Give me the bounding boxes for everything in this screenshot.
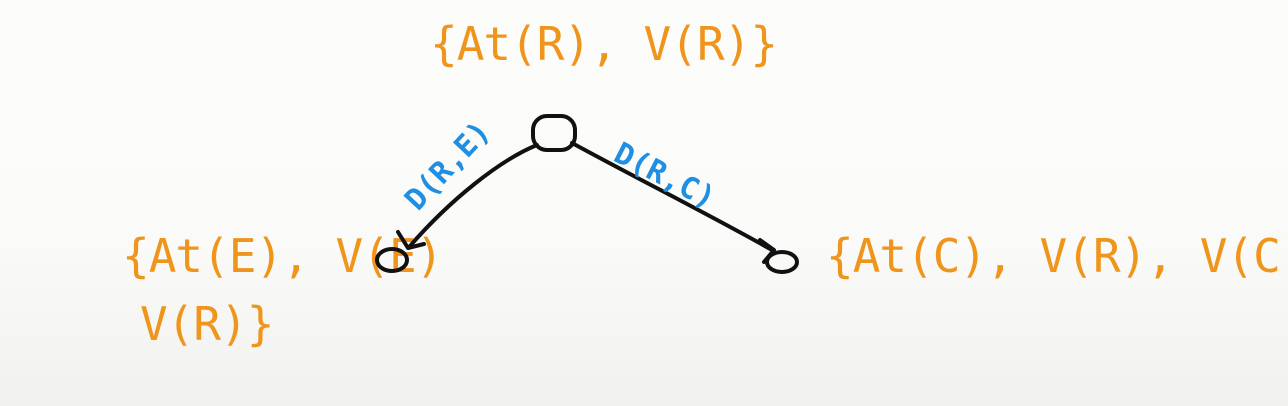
left-edge-action-label: D(R,E) bbox=[398, 114, 498, 217]
left-state-label-line1: {At(E), V(E) bbox=[122, 229, 442, 283]
root-node bbox=[531, 114, 577, 152]
right-edge-line bbox=[570, 141, 774, 252]
left-edge-line bbox=[408, 143, 539, 248]
left-edge-arrowhead bbox=[396, 230, 426, 250]
left-node bbox=[375, 247, 409, 273]
root-state-label: {At(R), V(R)} bbox=[430, 17, 777, 71]
left-state-label-line2: V(R)} bbox=[140, 297, 273, 351]
right-node bbox=[765, 250, 799, 274]
right-state-label: {At(C), V(R), V(C)} bbox=[826, 229, 1288, 283]
right-edge-action-label: D(R,C) bbox=[608, 136, 720, 216]
